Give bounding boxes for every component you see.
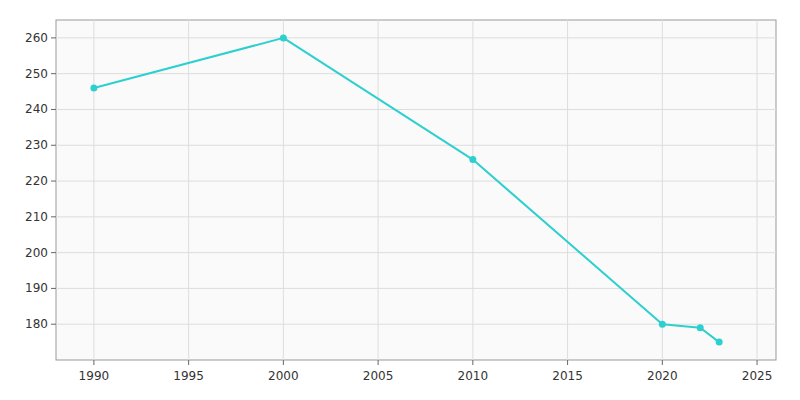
x-tick: [283, 360, 284, 365]
y-grid-line: [56, 145, 776, 146]
x-tick-label: 2025: [742, 369, 773, 383]
y-tick: [51, 216, 56, 217]
y-tick-label: 200: [25, 246, 48, 260]
y-tick: [51, 288, 56, 289]
x-tick-label: 1995: [173, 369, 204, 383]
y-grid-line: [56, 73, 776, 74]
x-grid-line: [567, 20, 568, 360]
axes: 1990 1995 2000 2005 2010 2015 2020 2025 180 190 20…: [25, 31, 772, 383]
y-tick: [51, 252, 56, 253]
x-grid-line: [757, 20, 758, 360]
x-tick-label: 2005: [363, 369, 394, 383]
y-grid-line: [56, 181, 776, 182]
y-tick-label: 210: [25, 210, 48, 224]
y-tick-label: 260: [25, 31, 48, 45]
x-grid-line: [188, 20, 189, 360]
y-tick-label: 180: [25, 317, 48, 331]
y-tick: [51, 324, 56, 325]
y-tick: [51, 73, 56, 74]
data: [90, 34, 722, 345]
x-tick: [472, 360, 473, 365]
x-tick: [188, 360, 189, 365]
point-marker: [716, 339, 723, 346]
point-marker: [659, 321, 666, 328]
chart-container: 1990 1995 2000 2005 2010 2015 2020 2025 180 190 20…: [0, 0, 800, 400]
y-tick-label: 250: [25, 67, 48, 81]
x-tick: [662, 360, 663, 365]
y-grid-line: [56, 37, 776, 38]
x-tick-label: 2010: [458, 369, 489, 383]
y-grid-line: [56, 216, 776, 217]
y-grid-line: [56, 109, 776, 110]
x-tick-label: 2020: [647, 369, 678, 383]
x-tick: [378, 360, 379, 365]
y-tick: [51, 181, 56, 182]
point-marker: [469, 156, 476, 163]
x-grid-line: [283, 20, 284, 360]
plot-frame: [56, 20, 776, 360]
y-tick-label: 190: [25, 281, 48, 295]
series-line: [94, 38, 719, 342]
x-tick: [757, 360, 758, 365]
point-marker: [280, 34, 287, 41]
x-grid-line: [472, 20, 473, 360]
y-tick-label: 220: [25, 174, 48, 188]
x-tick-label: 2015: [552, 369, 583, 383]
y-tick-label: 230: [25, 138, 48, 152]
x-tick-label: 2000: [268, 369, 299, 383]
y-grid-line: [56, 288, 776, 289]
grid: [56, 20, 776, 360]
x-grid-line: [662, 20, 663, 360]
chart-svg: 1990 1995 2000 2005 2010 2015 2020 2025 180 190 20…: [0, 0, 800, 400]
x-tick: [567, 360, 568, 365]
y-grid-line: [56, 252, 776, 253]
point-marker: [90, 85, 97, 92]
x-grid-line: [93, 20, 94, 360]
y-tick: [51, 109, 56, 110]
y-tick-label: 240: [25, 102, 48, 116]
x-tick: [93, 360, 94, 365]
y-tick: [51, 37, 56, 38]
point-marker: [697, 324, 704, 331]
y-tick: [51, 145, 56, 146]
x-tick-label: 1990: [79, 369, 110, 383]
x-grid-line: [378, 20, 379, 360]
